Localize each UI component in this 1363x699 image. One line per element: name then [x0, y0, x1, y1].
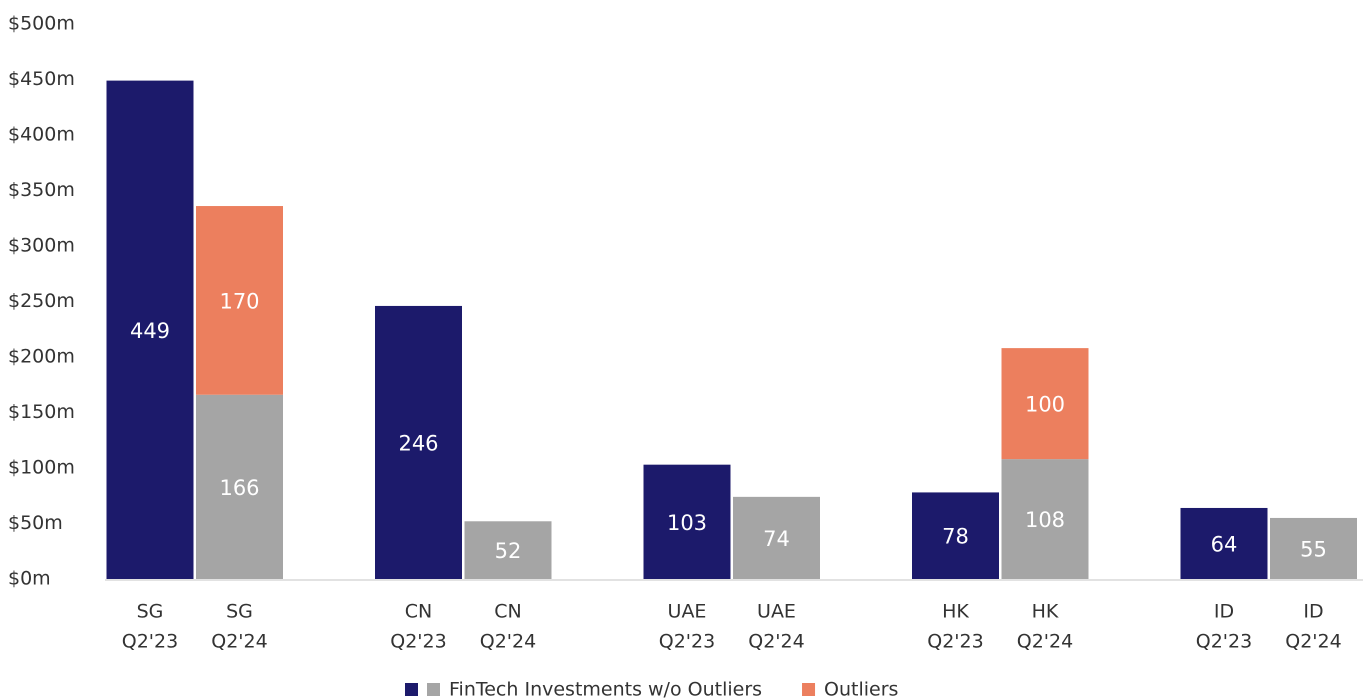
- x-tick-label: Q2'24: [1017, 631, 1073, 653]
- x-tick-label: Q2'24: [1285, 631, 1341, 653]
- y-tick-label: $350m: [8, 179, 75, 201]
- data-label: 64: [1211, 532, 1238, 556]
- x-tick-label: CN: [494, 601, 521, 623]
- y-tick-label: $450m: [8, 68, 75, 90]
- data-label: 100: [1025, 393, 1065, 417]
- y-tick-label: $0m: [8, 568, 51, 590]
- bar-segment: [196, 206, 283, 395]
- legend-swatch: [405, 683, 418, 696]
- data-label: 55: [1300, 537, 1327, 561]
- y-tick-label: $200m: [8, 346, 75, 368]
- x-tick-label: UAE: [668, 601, 707, 623]
- x-tick-label: UAE: [757, 601, 796, 623]
- bar-segment: [912, 492, 999, 579]
- bar-segment: [106, 80, 194, 580]
- y-tick-label: $100m: [8, 457, 75, 479]
- y-tick-label: $150m: [8, 401, 75, 423]
- x-tick-label: Q2'23: [659, 631, 715, 653]
- data-label: 449: [130, 319, 170, 343]
- bar-segment: [1180, 507, 1268, 579]
- bar-segment: [196, 394, 283, 579]
- legend-label: Outliers: [824, 679, 898, 699]
- x-tick-label: ID: [1214, 601, 1234, 623]
- x-tick-label: SG: [137, 601, 164, 623]
- bar-segment: [1001, 459, 1089, 579]
- y-tick-label: $300m: [8, 235, 75, 257]
- x-tick-label: SG: [226, 601, 253, 623]
- x-tick-label: Q2'23: [122, 631, 178, 653]
- bar-segment: [375, 305, 462, 579]
- y-tick-label: $50m: [8, 512, 63, 534]
- legend-swatch: [802, 683, 816, 696]
- bar-segment: [733, 496, 820, 579]
- bar-segment: [464, 521, 552, 579]
- data-label: 246: [398, 431, 438, 455]
- y-tick-label: $400m: [8, 124, 75, 146]
- legend-swatch: [427, 683, 440, 696]
- x-tick-label: Q2'23: [390, 631, 446, 653]
- x-tick-label: HK: [942, 601, 969, 623]
- data-label: 74: [763, 527, 790, 551]
- x-tick-label: Q2'24: [748, 631, 804, 653]
- y-tick-label: $500m: [8, 13, 75, 35]
- bar-segment: [643, 464, 731, 579]
- data-label: 78: [942, 525, 969, 549]
- data-label: 108: [1025, 508, 1065, 532]
- bar-segment: [1001, 348, 1089, 460]
- data-label: 166: [219, 476, 259, 500]
- x-tick-label: HK: [1032, 601, 1059, 623]
- x-tick-label: Q2'24: [211, 631, 267, 653]
- y-tick-label: $250m: [8, 290, 75, 312]
- x-tick-label: CN: [405, 601, 432, 623]
- x-tick-label: Q2'23: [1196, 631, 1252, 653]
- data-label: 103: [667, 511, 707, 535]
- legend-label: FinTech Investments w/o Outliers: [449, 679, 762, 699]
- data-label: 170: [219, 289, 259, 313]
- x-tick-label: ID: [1303, 601, 1323, 623]
- bar-segment: [1270, 517, 1357, 579]
- x-tick-label: Q2'24: [480, 631, 536, 653]
- data-label: 52: [495, 539, 522, 563]
- x-tick-label: Q2'23: [927, 631, 983, 653]
